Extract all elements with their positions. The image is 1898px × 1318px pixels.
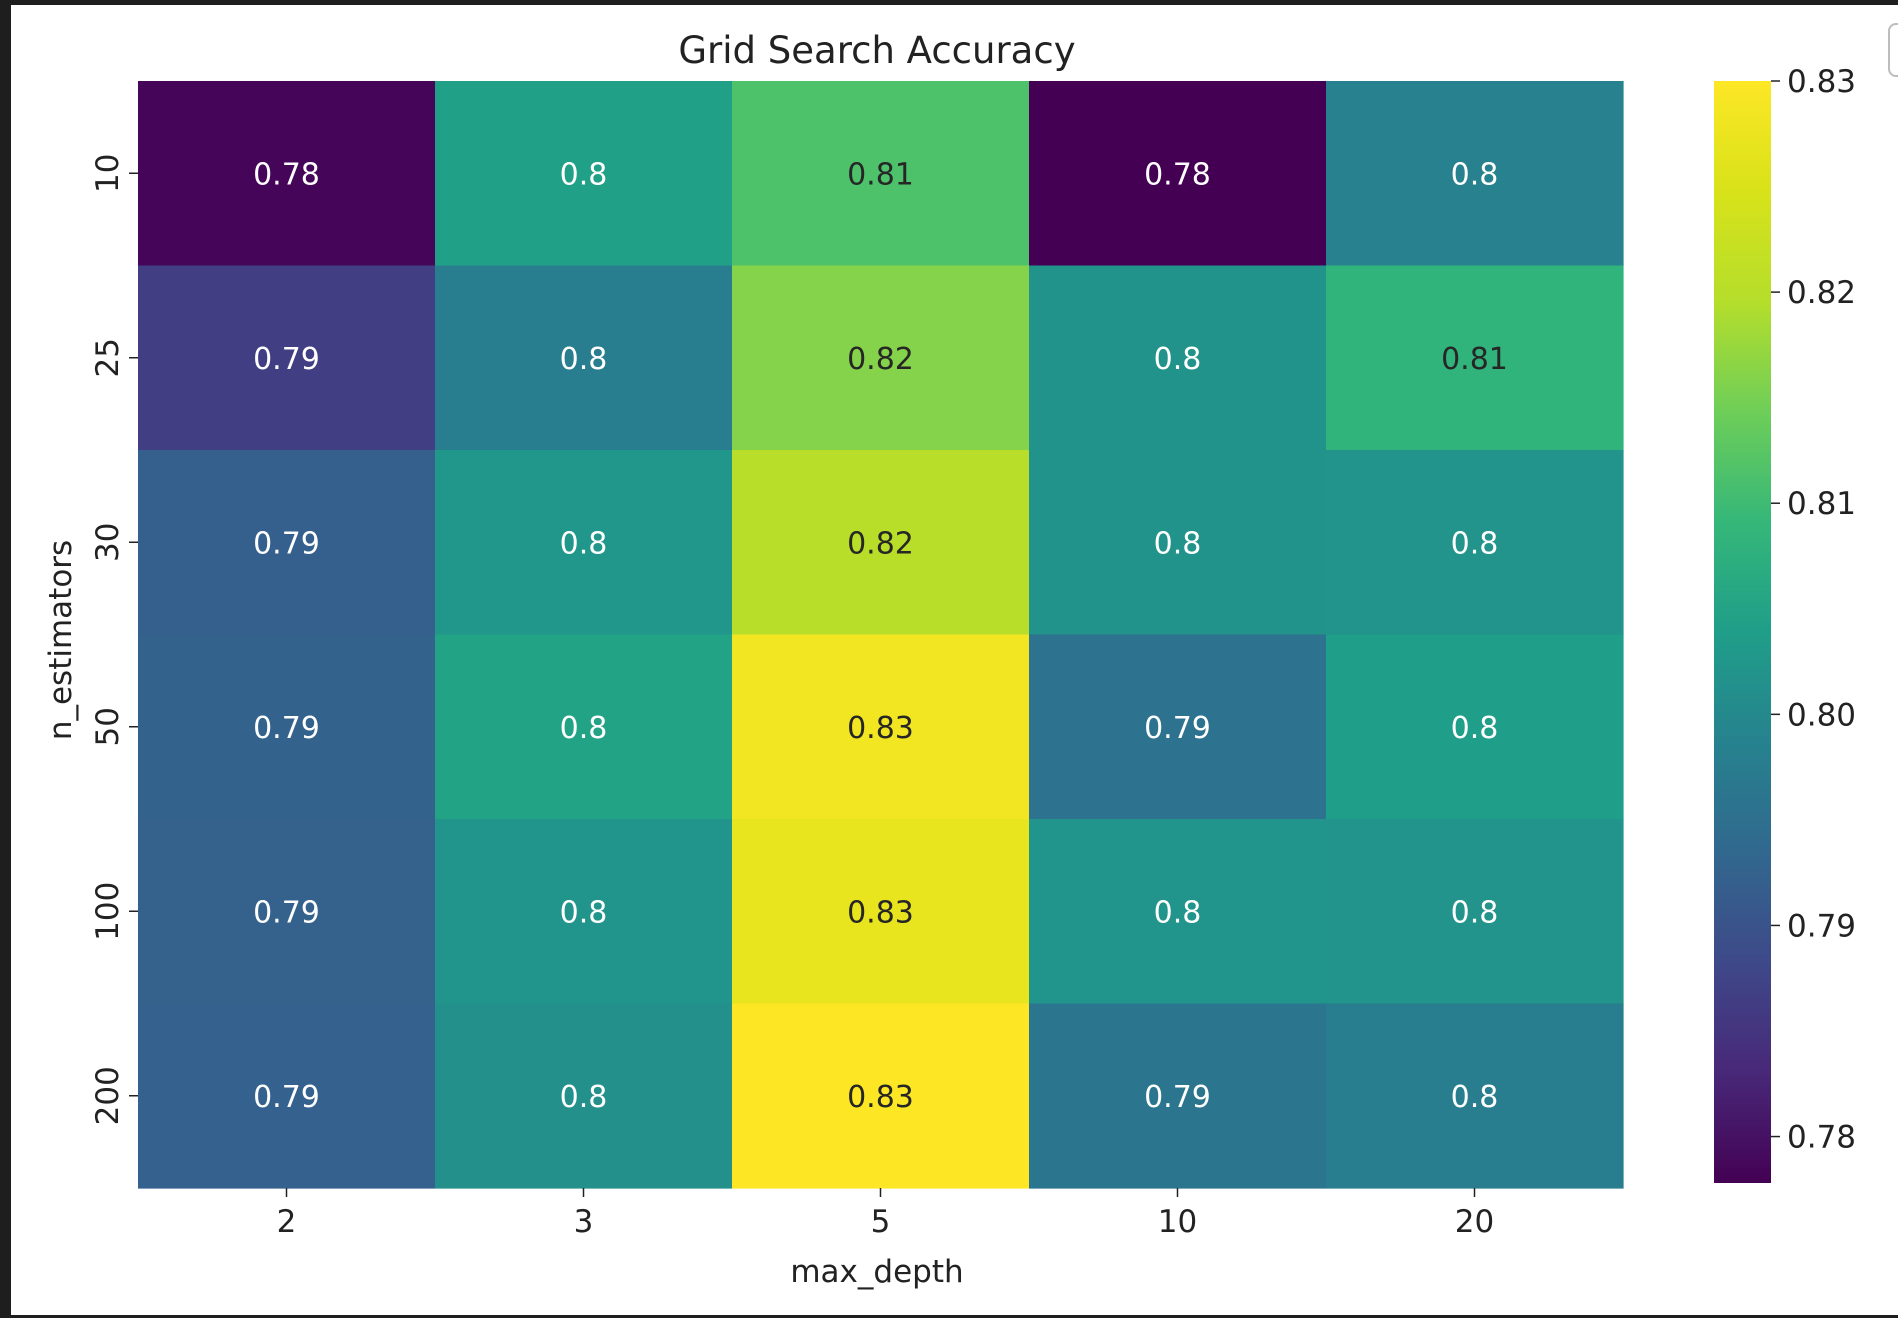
x-tick-label: 20 [1455, 1204, 1494, 1240]
scrollbar-handle[interactable] [1888, 23, 1898, 77]
cell-annotation: 0.81 [1441, 342, 1508, 377]
cell-annotation: 0.8 [560, 342, 608, 377]
cell-annotation: 0.79 [1144, 711, 1211, 746]
heatmap-cell [1326, 265, 1624, 451]
heatmap-cell [435, 1003, 733, 1189]
heatmap-chart: Grid Search Accuracy 0.78 0.8 0.81 0.78 0.80… [43, 29, 1856, 1290]
cell-annotation: 0.8 [560, 526, 608, 561]
cell-annotation: 0.8 [1451, 526, 1499, 561]
colorbar-tick-label: 0.81 [1787, 486, 1856, 522]
heatmap-cell [1029, 1003, 1327, 1189]
chart-title: Grid Search Accuracy [678, 29, 1075, 72]
y-tick-label: 100 [90, 882, 126, 941]
cell-annotation: 0.82 [847, 342, 914, 377]
heatmap-cell [1326, 819, 1624, 1005]
cell-annotation: 0.83 [847, 711, 914, 746]
cell-annotation: 0.79 [253, 342, 320, 377]
x-tick-label: 2 [277, 1204, 297, 1240]
heatmap-cell [138, 450, 436, 636]
cell-annotation: 0.83 [847, 1080, 914, 1115]
y-axis-label: n_estimators [43, 540, 79, 740]
cell-annotation: 0.82 [847, 526, 914, 561]
cell-annotation: 0.8 [560, 157, 608, 192]
heatmap-cell [1029, 81, 1327, 267]
y-tick-label: 25 [90, 338, 126, 377]
x-tick-label: 10 [1158, 1204, 1197, 1240]
heatmap-cell [435, 265, 733, 451]
heatmap-cells: 0.78 0.8 0.81 0.78 0.8 0.79 0.8 0.82 0.8 0.81 0.79… [138, 81, 1624, 1189]
chart-frame: Grid Search Accuracy 0.78 0.8 0.81 0.78 0.8 0… [11, 5, 1898, 1315]
cell-annotation: 0.8 [1154, 342, 1202, 377]
x-tick-label: 5 [871, 1204, 891, 1240]
heatmap-cell [732, 81, 1030, 267]
cell-annotation: 0.79 [253, 711, 320, 746]
heatmap-cell [435, 819, 733, 1005]
heatmap-cell [1326, 81, 1624, 267]
heatmap-cell [1029, 634, 1327, 820]
x-tick-label: 3 [574, 1204, 594, 1240]
heatmap-cell [138, 819, 436, 1005]
cell-annotation: 0.8 [560, 711, 608, 746]
cell-annotation: 0.79 [253, 895, 320, 930]
heatmap-cell [1029, 450, 1327, 636]
heatmap-cell [732, 819, 1030, 1005]
colorbar-tick-label: 0.78 [1787, 1120, 1856, 1156]
cell-annotation: 0.78 [1144, 157, 1211, 192]
heatmap-cell [732, 450, 1030, 636]
x-axis-label: max_depth [790, 1254, 963, 1290]
heatmap-cell [138, 265, 436, 451]
cell-annotation: 0.8 [1451, 711, 1499, 746]
cell-annotation: 0.8 [1451, 1080, 1499, 1115]
colorbar-tick-label: 0.79 [1787, 908, 1856, 944]
y-tick-label: 10 [90, 154, 126, 193]
heatmap-cell [138, 1003, 436, 1189]
cell-annotation: 0.8 [1451, 157, 1499, 192]
heatmap-cell [138, 81, 436, 267]
colorbar-tick-label: 0.83 [1787, 64, 1856, 100]
colorbar [1714, 81, 1771, 1183]
heatmap-cell [1326, 450, 1624, 636]
heatmap-cell [435, 81, 733, 267]
heatmap-cell [732, 1003, 1030, 1189]
y-tick-label: 30 [90, 523, 126, 562]
cell-annotation: 0.8 [1451, 895, 1499, 930]
cell-annotation: 0.78 [253, 157, 320, 192]
cell-annotation: 0.81 [847, 157, 914, 192]
cell-annotation: 0.79 [253, 526, 320, 561]
cell-annotation: 0.79 [253, 1080, 320, 1115]
y-tick-label: 200 [90, 1066, 126, 1125]
cell-annotation: 0.8 [1154, 526, 1202, 561]
cell-annotation: 0.83 [847, 895, 914, 930]
heatmap-cell [1029, 819, 1327, 1005]
cell-annotation: 0.8 [560, 895, 608, 930]
cell-annotation: 0.79 [1144, 1080, 1211, 1115]
heatmap-cell [732, 634, 1030, 820]
colorbar-tick-label: 0.80 [1787, 697, 1856, 733]
y-tick-label: 50 [90, 707, 126, 746]
heatmap-cell [1029, 265, 1327, 451]
heatmap-cell [1326, 634, 1624, 820]
colorbar-ticks: 0.78 0.79 0.80 0.81 0.82 0.83 [1771, 64, 1856, 1156]
cell-annotation: 0.8 [560, 1080, 608, 1115]
y-axis: 10 25 30 50 100 200 [90, 154, 138, 1125]
x-axis: 2 3 5 10 20 [277, 1188, 1494, 1240]
heatmap-cell [435, 634, 733, 820]
heatmap-cell [1326, 1003, 1624, 1189]
heatmap-cell [138, 634, 436, 820]
heatmap-cell [732, 265, 1030, 451]
colorbar-tick-label: 0.82 [1787, 275, 1856, 311]
heatmap-cell [435, 450, 733, 636]
cell-annotation: 0.8 [1154, 895, 1202, 930]
